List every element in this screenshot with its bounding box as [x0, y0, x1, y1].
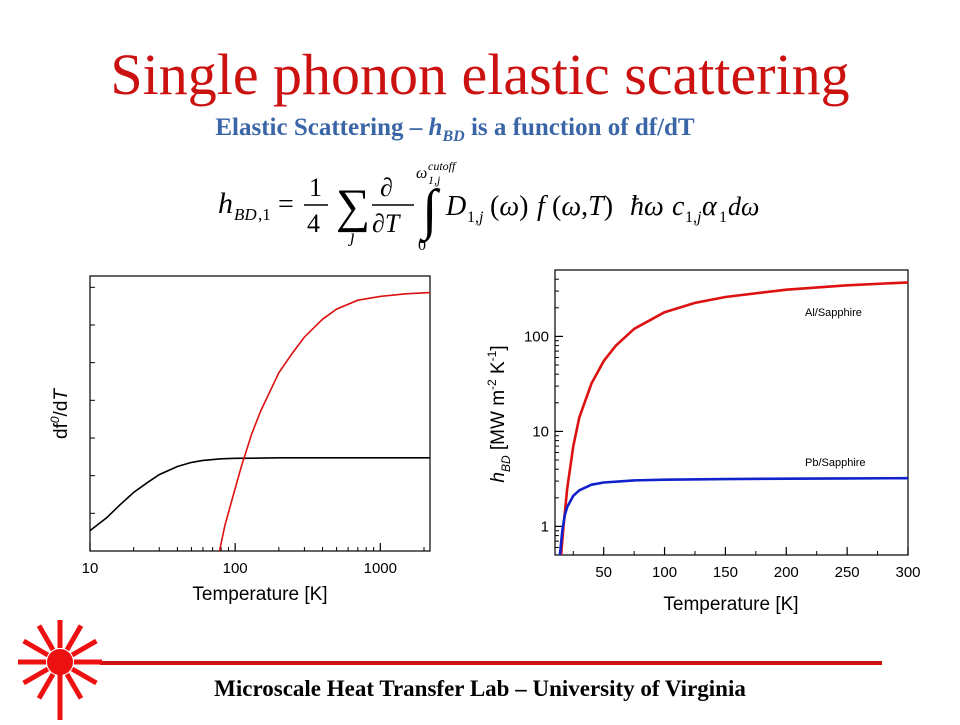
series-line-1: [218, 291, 431, 552]
svg-text:∂: ∂: [380, 173, 393, 202]
svg-text:(ω): (ω): [490, 191, 528, 222]
df0dT-chart: 10 100 1000 Temperature [K] df0/dT: [40, 262, 460, 617]
logo-ray: [64, 624, 84, 652]
svg-text:4: 4: [307, 209, 320, 238]
equation-graphic: h BD ,1 = 1 4 ∑ j ∂ ∂T ∫ 0 ω 1,j cutoff …: [218, 159, 759, 254]
series-line-0: [89, 457, 430, 532]
svg-text:∑: ∑: [336, 180, 370, 233]
x-axis-label: Temperature [K]: [192, 584, 327, 605]
x-axis-label: Temperature [K]: [663, 594, 798, 615]
svg-text:cutoff: cutoff: [428, 160, 457, 173]
y-tick-label: 10: [532, 423, 549, 440]
annotation-al-sapphire: Al/Sapphire: [805, 307, 862, 319]
x-tick-label: 250: [835, 564, 860, 581]
svg-text:=: =: [278, 189, 294, 220]
laser-starburst-icon: [10, 620, 110, 720]
logo-ray: [64, 672, 84, 700]
logo-ray: [22, 666, 50, 686]
x-tick-label: 1000: [364, 560, 397, 577]
plot-frame: [89, 275, 431, 552]
y-axis-label: df0/dT: [48, 388, 72, 439]
logo-ray: [70, 666, 98, 686]
svg-text:1,j: 1,j: [467, 209, 484, 226]
svg-text:1: 1: [719, 209, 727, 226]
svg-text:ω: ω: [416, 165, 427, 182]
svg-text:c: c: [672, 191, 685, 222]
svg-text:∫: ∫: [419, 179, 441, 244]
x-tick-label: 150: [713, 564, 738, 581]
footer-text: Microscale Heat Transfer Lab – Universit…: [214, 676, 746, 701]
x-tick-label: 300: [895, 564, 920, 581]
svg-text:dω: dω: [728, 192, 759, 221]
y-tick-label: 1: [541, 518, 549, 535]
svg-text:1: 1: [309, 173, 322, 202]
logo-ray: [36, 624, 56, 652]
svg-text:∂T: ∂T: [372, 209, 401, 238]
df0dT-chart-svg: 10 100 1000 Temperature [K] df0/dT: [48, 275, 431, 605]
y-tick-label: 100: [524, 328, 549, 345]
svg-text:1,j: 1,j: [428, 173, 441, 187]
slide-subtitle: Elastic Scattering – hBD is a function o…: [0, 115, 910, 145]
logo-ray: [22, 638, 50, 658]
svg-text:ħω: ħω: [630, 191, 664, 222]
x-tick-label: 50: [595, 564, 612, 581]
hbd-chart-svg: 50 100 150 200 250 300 1 10 100 Al/Sapphire Pb/S…: [485, 269, 921, 615]
svg-text:j: j: [348, 226, 355, 246]
footer-rule: [100, 661, 882, 665]
y-axis-label: hBD [MW m-2 K-1]: [485, 345, 513, 482]
logo-ray: [36, 672, 56, 700]
subtitle-prefix: Elastic Scattering –: [215, 114, 429, 141]
x-tick-label: 100: [223, 560, 248, 577]
svg-text:BD: BD: [234, 205, 257, 224]
plot-frame: [554, 269, 909, 556]
subtitle-symbol: hBD: [428, 114, 465, 145]
series-line-al-sapphire: [559, 281, 909, 556]
subtitle-suffix: is a function of df/dT: [464, 114, 695, 141]
series-line-pb-sapphire: [558, 476, 909, 556]
hbd-equation: h BD ,1 = 1 4 ∑ j ∂ ∂T ∫ 0 ω 1,j cutoff …: [200, 159, 760, 260]
svg-text:(ω,T): (ω,T): [552, 191, 613, 222]
svg-text:0: 0: [418, 237, 426, 254]
annotation-pb-sapphire: Pb/Sapphire: [805, 457, 866, 469]
logo-ray: [70, 638, 98, 658]
svg-text:α: α: [702, 191, 718, 222]
x-tick-label: 100: [652, 564, 677, 581]
x-tick-label: 200: [774, 564, 799, 581]
svg-text:,1: ,1: [258, 205, 271, 224]
x-tick-label: 10: [82, 560, 99, 577]
hbd-chart: 50 100 150 200 250 300 1 10 100 Al/Sapphire Pb/S…: [470, 258, 940, 623]
slide-title: Single phonon elastic scattering: [110, 42, 850, 107]
svg-text:f: f: [537, 191, 548, 222]
svg-text:h: h: [218, 187, 233, 220]
svg-text:1,j: 1,j: [685, 209, 702, 226]
svg-text:D: D: [445, 191, 466, 222]
